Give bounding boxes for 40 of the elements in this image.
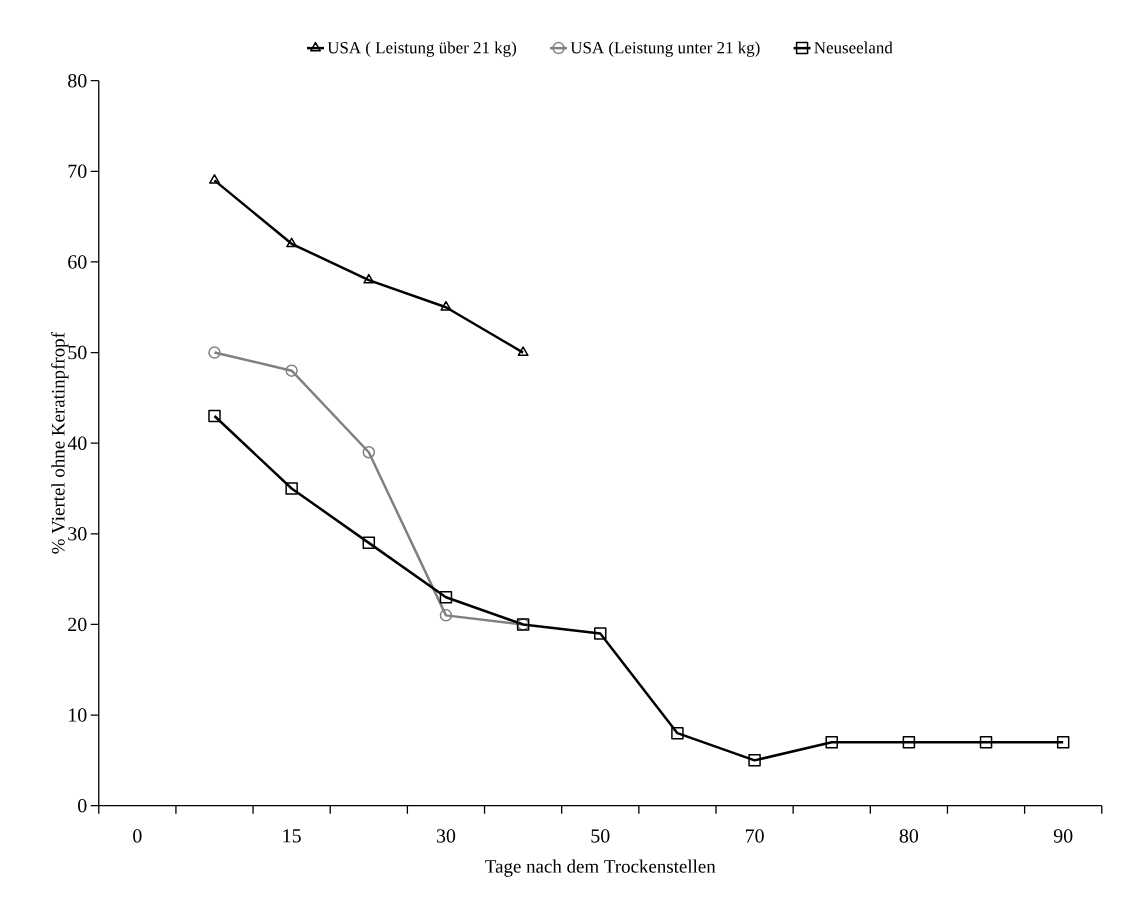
- x-tick-label: 70: [745, 829, 764, 843]
- point: [979, 735, 993, 749]
- x-tick-label: 80: [899, 829, 919, 843]
- y-tick-label: 70: [68, 164, 87, 179]
- point: [1056, 735, 1070, 749]
- point: [208, 409, 221, 423]
- point: [671, 726, 684, 740]
- x-tick-label: 30: [436, 829, 456, 843]
- point: [285, 482, 298, 495]
- y-tick-label: 30: [68, 527, 87, 541]
- point: [439, 590, 453, 604]
- point: [594, 627, 607, 640]
- point: [825, 735, 838, 749]
- point: [362, 445, 376, 459]
- point: [517, 346, 529, 357]
- y-tick-label: 0: [78, 798, 87, 813]
- legend-label: USA (Leistung unter 21 kg): [570, 41, 760, 57]
- legend-label: USA ( Leistung über 21 kg): [327, 41, 517, 57]
- point: [208, 174, 221, 184]
- point: [362, 536, 376, 550]
- legend-label: Neuseeland: [814, 41, 893, 54]
- point: [285, 364, 298, 377]
- x-tick-label: 90: [1053, 829, 1073, 843]
- point: [286, 237, 298, 248]
- point: [208, 346, 221, 359]
- y-tick-label: 10: [69, 708, 87, 722]
- point: [363, 273, 375, 284]
- point: [439, 609, 453, 622]
- x-tick-label: 15: [283, 829, 301, 843]
- x-tick-label: 50: [591, 829, 610, 843]
- x-axis-title: Tage nach dem Trockenstellen: [485, 859, 716, 877]
- y-tick-label: 40: [67, 436, 87, 450]
- x-tick-label: 0: [133, 829, 142, 843]
- point: [440, 300, 452, 311]
- point: [748, 754, 761, 767]
- y-tick-label: 50: [68, 345, 87, 360]
- point: [902, 735, 916, 749]
- y-tick-label: 20: [68, 617, 87, 632]
- y-tick-label: 60: [68, 255, 87, 269]
- y-tick-label: 80: [68, 73, 87, 88]
